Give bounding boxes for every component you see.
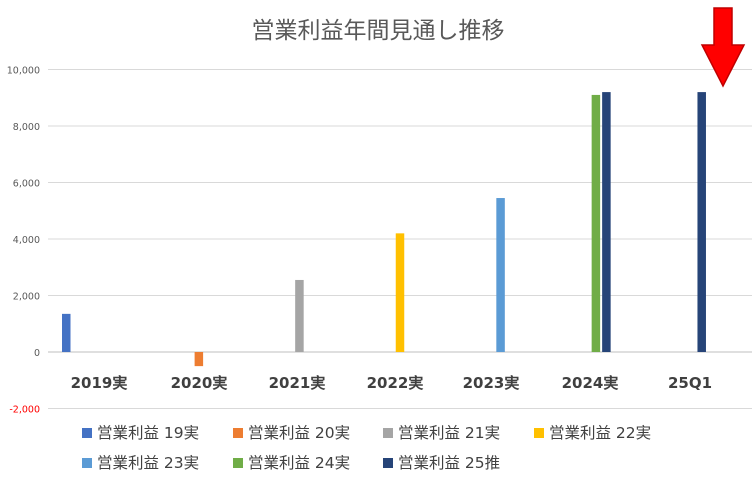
legend-label: 営業利益 24実: [248, 454, 350, 472]
legend-label: 営業利益 20実: [248, 424, 350, 442]
bar: [697, 92, 706, 352]
bar: [295, 279, 304, 352]
x-tick-label: 25Q1: [668, 374, 712, 392]
annotation: [700, 7, 746, 88]
legend-label: 営業利益 21実: [398, 424, 500, 442]
bars: [62, 92, 706, 367]
legend-label: 営業利益 19実: [97, 424, 199, 442]
y-tick-label: -2,000: [9, 405, 40, 416]
legend-label: 営業利益 23実: [97, 454, 199, 472]
x-tick-label: 2024実: [562, 374, 619, 392]
legend-swatch: [383, 458, 393, 468]
x-tick-label: 2023実: [463, 374, 520, 392]
y-tick-label: 2,000: [13, 292, 40, 303]
bar: [602, 92, 611, 352]
y-tick-label: 8,000: [13, 122, 40, 133]
y-tick-label: 10,000: [7, 66, 40, 77]
x-tick-label: 2021実: [269, 374, 326, 392]
bar: [62, 313, 71, 352]
red-arrow-icon: [700, 7, 746, 88]
legend-swatch: [534, 428, 544, 438]
bar: [395, 233, 405, 352]
legend-swatch: [82, 428, 92, 438]
legend-label: 営業利益 25推: [398, 454, 500, 472]
bar: [496, 198, 505, 352]
y-axis-tick-labels: 10,000 8,000 6,000 4,000 2,000 0 -2,000: [7, 66, 40, 416]
y-tick-label: 6,000: [13, 179, 40, 190]
legend-label: 営業利益 22実: [549, 424, 651, 442]
legend-swatch: [233, 428, 243, 438]
legend-swatch: [383, 428, 393, 438]
bar: [194, 352, 204, 367]
x-axis-category-labels: 2019実 2020実 2021実 2022実 2023実 2024実 25Q1: [71, 374, 712, 392]
chart-title: 営業利益年間見通し推移: [252, 18, 505, 44]
legend-swatch: [82, 458, 92, 468]
y-tick-label: 4,000: [13, 235, 40, 246]
y-tick-label: 0: [34, 348, 40, 359]
legend-swatch: [233, 458, 243, 468]
x-tick-label: 2019実: [71, 374, 128, 392]
x-tick-label: 2020実: [171, 374, 228, 392]
bar: [591, 94, 601, 353]
x-tick-label: 2022実: [367, 374, 424, 392]
